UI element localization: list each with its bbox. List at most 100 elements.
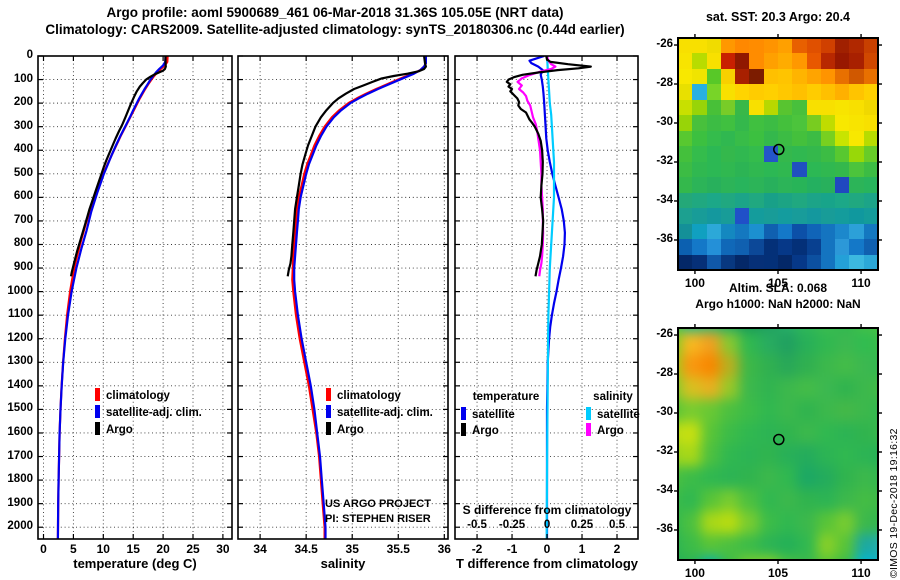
series-argo xyxy=(286,56,427,277)
map-cell xyxy=(777,68,793,85)
tick-label: 105 xyxy=(767,276,789,290)
tick-label: 1 xyxy=(578,542,586,556)
map-cell xyxy=(720,376,740,400)
map-cell xyxy=(692,38,707,54)
map-cell xyxy=(758,511,778,534)
map-cell xyxy=(735,38,750,54)
map-cell xyxy=(749,53,764,69)
map-cell xyxy=(678,208,693,224)
tick-label: 400 xyxy=(13,143,33,156)
map-cell xyxy=(735,208,750,224)
legend-label: climatology xyxy=(106,390,170,402)
map-cell xyxy=(863,177,878,193)
map-cell xyxy=(700,399,720,422)
tick-label: 25 xyxy=(186,542,200,556)
tick-label: 35.5 xyxy=(386,542,410,556)
map-cell xyxy=(763,254,778,270)
map-cell xyxy=(678,239,693,255)
map-cell xyxy=(735,146,750,162)
map-cell xyxy=(835,239,850,255)
map-cell xyxy=(706,99,721,116)
plot-border xyxy=(237,55,449,540)
tick-label: 1800 xyxy=(7,473,33,486)
map-cell xyxy=(720,488,740,512)
map-cell xyxy=(778,331,798,355)
map-cell xyxy=(863,68,878,85)
map-cell xyxy=(849,161,864,178)
map-cell xyxy=(692,99,707,116)
temperature-axis-label: temperature (deg C) xyxy=(73,556,197,571)
legend-label: satellite-adj. clim. xyxy=(106,407,202,419)
map-cell xyxy=(778,511,798,534)
map-cell xyxy=(735,239,750,255)
map-cell xyxy=(836,443,856,467)
map-cell xyxy=(692,192,707,209)
map-cell xyxy=(874,466,878,489)
map-cell xyxy=(763,146,778,162)
map-cell xyxy=(681,443,701,467)
map-cell xyxy=(806,239,821,255)
map-cell xyxy=(763,115,778,131)
map-cell xyxy=(700,533,720,557)
map-cell xyxy=(720,421,740,444)
map-cell xyxy=(806,130,821,147)
map-cell xyxy=(758,331,778,355)
map-cell xyxy=(863,208,878,224)
map-cell xyxy=(739,354,759,377)
map-cell xyxy=(820,161,836,178)
map-cell xyxy=(778,376,798,400)
map-cell xyxy=(706,223,721,240)
map-cell xyxy=(816,511,836,534)
tick-label: -2 xyxy=(471,542,483,556)
sla-map-title-line2: Argo h1000: NaN h2000: NaN xyxy=(695,297,861,311)
map-cell xyxy=(777,208,793,224)
map-cell xyxy=(739,443,759,467)
map-cell xyxy=(720,331,740,355)
map-cell xyxy=(820,177,836,193)
map-cell xyxy=(792,115,807,131)
map-cell xyxy=(777,239,793,255)
map-cell xyxy=(777,223,793,240)
map-cell xyxy=(874,354,878,377)
map-cell xyxy=(720,443,740,467)
legend-label: Argo xyxy=(597,425,624,437)
map-cell xyxy=(692,239,707,255)
map-cell xyxy=(835,161,850,178)
map-cell xyxy=(849,208,864,224)
map-cell xyxy=(797,331,817,355)
map-cell xyxy=(863,130,878,147)
map-cell xyxy=(816,443,836,467)
map-cell xyxy=(700,443,720,467)
map-cell xyxy=(720,223,736,240)
series-t-argo xyxy=(505,56,592,277)
legend-label: Argo xyxy=(472,425,499,437)
map-cell xyxy=(835,115,850,131)
map-cell xyxy=(849,53,864,69)
tick-label: -30 xyxy=(656,406,673,418)
map-cell xyxy=(739,421,759,444)
map-cell xyxy=(820,208,836,224)
map-cell xyxy=(720,38,736,54)
map-cell xyxy=(739,376,759,400)
map-cell xyxy=(792,177,807,193)
map-cell xyxy=(720,115,736,131)
grid-lines xyxy=(238,55,448,539)
map-cell xyxy=(763,53,778,69)
sst-map-title: sat. SST: 20.3 Argo: 20.4 xyxy=(705,10,851,24)
map-cell xyxy=(863,146,878,162)
map-cell xyxy=(835,130,850,147)
legend-label: satellite xyxy=(597,409,640,421)
map-cell xyxy=(678,223,693,240)
map-cell xyxy=(863,254,878,270)
map-cell xyxy=(763,130,778,147)
map-cell xyxy=(735,161,750,178)
salinity-axis-label: salinity xyxy=(320,556,366,571)
map-cell xyxy=(797,533,817,557)
tick-label: 900 xyxy=(13,261,33,274)
map-cell xyxy=(758,556,778,560)
map-cell xyxy=(778,488,798,512)
map-cell xyxy=(739,556,759,560)
s-axis-tick-label: 0.25 xyxy=(570,519,594,531)
map-cell xyxy=(849,239,864,255)
map-cell xyxy=(692,84,707,100)
